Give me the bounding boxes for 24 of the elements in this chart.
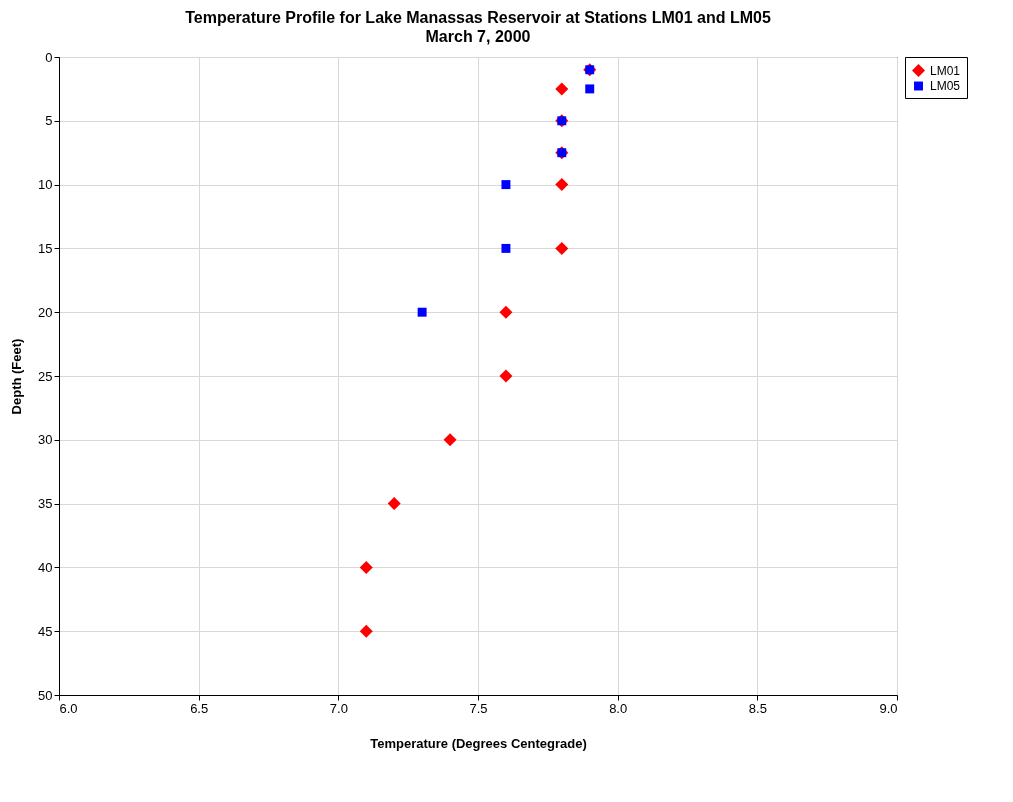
x-tick-label: 6.0 <box>59 700 78 716</box>
y-tick-label: 25 <box>38 368 53 384</box>
x-tick-label: 7.5 <box>469 700 488 716</box>
x-tick-label: 7.0 <box>329 700 348 716</box>
x-tick-label: 9.0 <box>879 700 898 716</box>
y-tick-label: 30 <box>38 432 53 448</box>
y-tick-label: 10 <box>38 177 53 193</box>
x-axis-title: Temperature (Degrees Centegrade) <box>370 735 587 751</box>
x-tick-label: 8.5 <box>748 700 767 716</box>
legend-label: LM05 <box>930 79 961 93</box>
y-tick-label: 20 <box>38 304 53 320</box>
chart-title: Temperature Profile for Lake Manassas Reservoir at Stations LM01 and LM05 <box>185 9 771 26</box>
y-tick-label: 50 <box>38 687 53 703</box>
legend-label: LM01 <box>930 63 961 78</box>
y-axis-title: Depth (Feet) <box>9 338 25 415</box>
y-tick-label: 5 <box>45 113 53 129</box>
x-tick-label: 8.0 <box>609 700 628 716</box>
x-tick-label: 6.5 <box>190 700 209 716</box>
y-tick-label: 15 <box>38 240 53 256</box>
y-tick-label: 35 <box>38 496 53 512</box>
y-tick-label: 40 <box>38 559 53 575</box>
y-tick-label: 0 <box>45 49 53 65</box>
chart-subtitle: March 7, 2000 <box>425 28 531 45</box>
y-tick-label: 45 <box>38 623 53 639</box>
